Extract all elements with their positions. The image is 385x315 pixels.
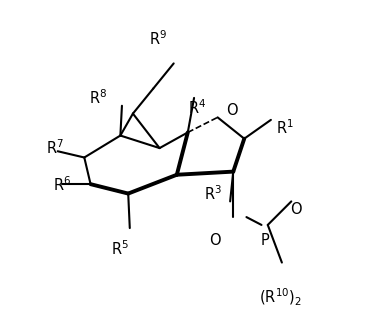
Text: R$^7$: R$^7$: [45, 139, 64, 158]
Text: O: O: [226, 103, 238, 118]
Text: R$^9$: R$^9$: [149, 29, 167, 48]
Text: R$^8$: R$^8$: [89, 89, 107, 107]
Text: R$^6$: R$^6$: [53, 175, 72, 193]
Text: R$^5$: R$^5$: [111, 239, 129, 258]
Text: O: O: [290, 202, 302, 217]
Text: R$^1$: R$^1$: [276, 118, 294, 137]
Text: R$^4$: R$^4$: [188, 98, 206, 117]
Text: O: O: [209, 233, 220, 248]
Text: (R$^{10}$)$_2$: (R$^{10}$)$_2$: [259, 287, 302, 308]
Text: P: P: [260, 233, 269, 248]
Text: R$^3$: R$^3$: [204, 184, 222, 203]
